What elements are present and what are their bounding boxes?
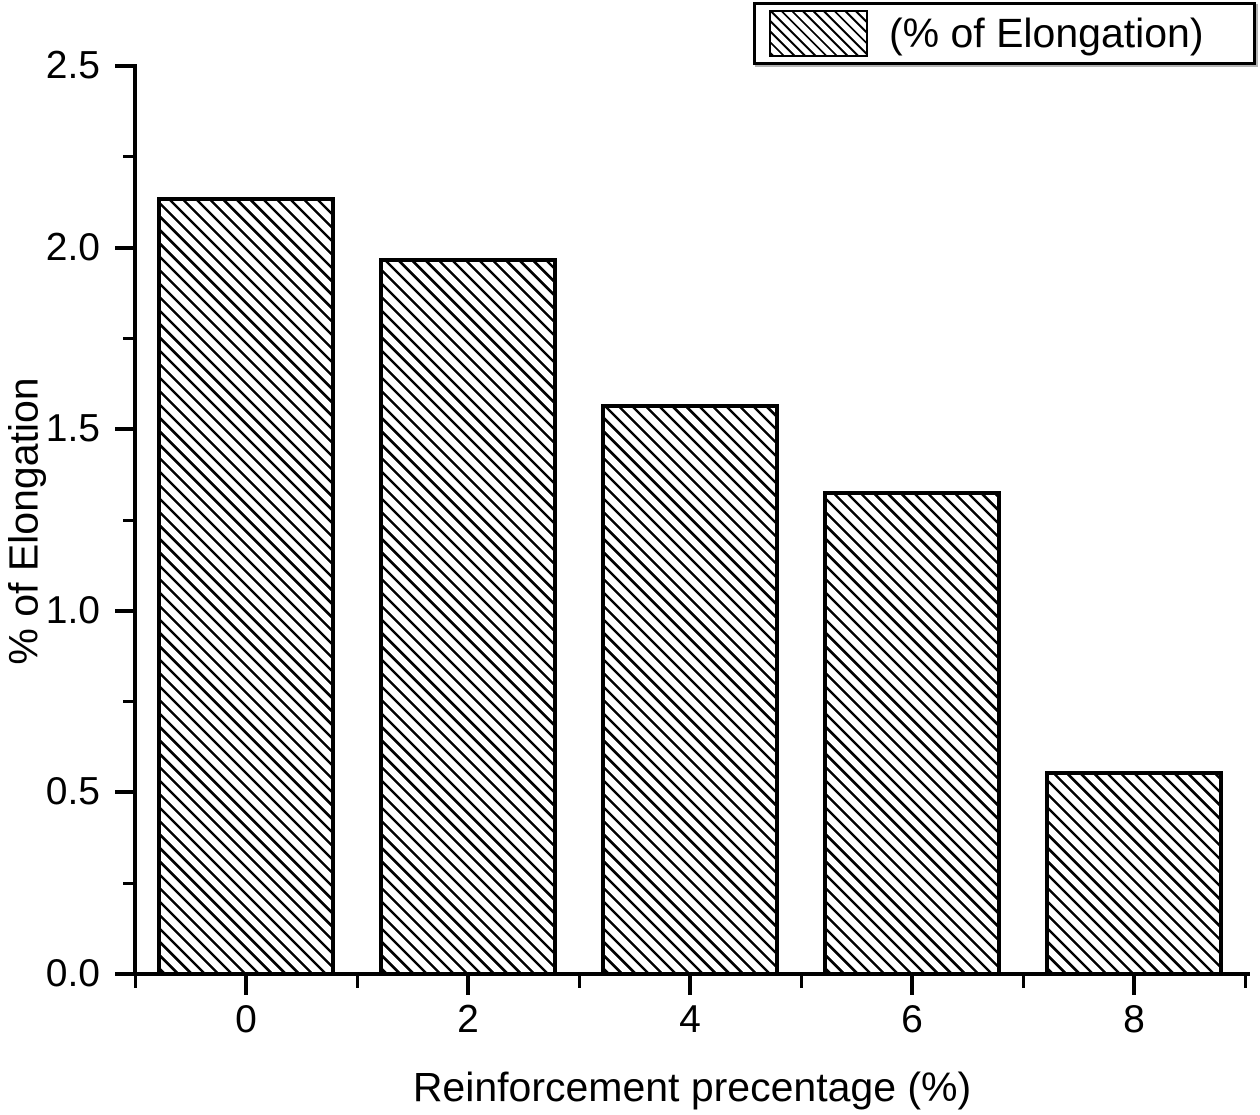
- y-tick-label-0.5: 0.5: [45, 770, 100, 814]
- y-major-tick-0.5: [115, 790, 135, 795]
- bar-x6: [823, 490, 1001, 976]
- x-major-tick-0: [244, 976, 248, 995]
- y-tick-label-1.0: 1.0: [45, 588, 100, 632]
- y-axis: [133, 64, 137, 976]
- x-tick-label-6: 6: [901, 998, 923, 1041]
- legend: (% of Elongation): [753, 2, 1256, 65]
- y-minor-tick-1.25: [123, 518, 135, 522]
- bar-x4: [601, 403, 779, 976]
- x-axis: [133, 972, 1250, 976]
- x-minor-tick-5: [799, 976, 803, 988]
- y-minor-tick-0.75: [123, 700, 135, 704]
- x-major-tick-6: [910, 976, 914, 995]
- y-major-tick-1: [115, 608, 135, 613]
- x-major-tick-4: [688, 976, 692, 995]
- bar-x2: [379, 258, 557, 976]
- y-major-tick-2.5: [115, 64, 135, 68]
- x-tick-label-2: 2: [457, 998, 479, 1041]
- x-tick-label-4: 4: [679, 998, 701, 1041]
- legend-hatch-swatch-icon: [769, 10, 868, 57]
- y-minor-tick-0.25: [123, 881, 135, 885]
- y-major-tick-2: [115, 245, 135, 250]
- x-tick-label-0: 0: [235, 998, 257, 1041]
- x-minor-tick-9: [1243, 976, 1247, 988]
- x-minor-tick-7: [1021, 976, 1025, 988]
- y-major-tick-1.5: [115, 427, 135, 432]
- x-axis-title: Reinforcement precentage (%): [412, 1064, 972, 1110]
- x-minor-tick--1: [133, 976, 137, 988]
- x-minor-tick-1: [355, 976, 359, 988]
- y-axis-title: % of Elongation: [0, 377, 47, 665]
- y-minor-tick-1.75: [123, 336, 135, 340]
- x-major-tick-2: [466, 976, 470, 995]
- y-tick-label-2.0: 2.0: [45, 225, 100, 269]
- x-major-tick-8: [1132, 976, 1136, 995]
- bar-x0: [157, 196, 335, 976]
- legend-label: (% of Elongation): [889, 10, 1204, 56]
- y-tick-label-0.0: 0.0: [45, 952, 100, 995]
- y-tick-label-1.5: 1.5: [45, 407, 100, 451]
- y-major-tick-0: [115, 972, 135, 976]
- bar-x8: [1045, 770, 1223, 976]
- x-tick-label-8: 8: [1123, 998, 1145, 1041]
- y-minor-tick-2.25: [123, 155, 135, 159]
- y-tick-label-2.5: 2.5: [45, 44, 100, 87]
- x-minor-tick-3: [577, 976, 581, 988]
